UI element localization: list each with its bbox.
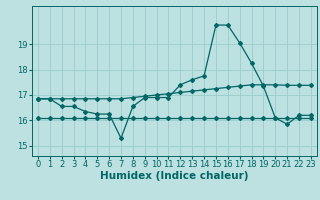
X-axis label: Humidex (Indice chaleur): Humidex (Indice chaleur)	[100, 171, 249, 181]
